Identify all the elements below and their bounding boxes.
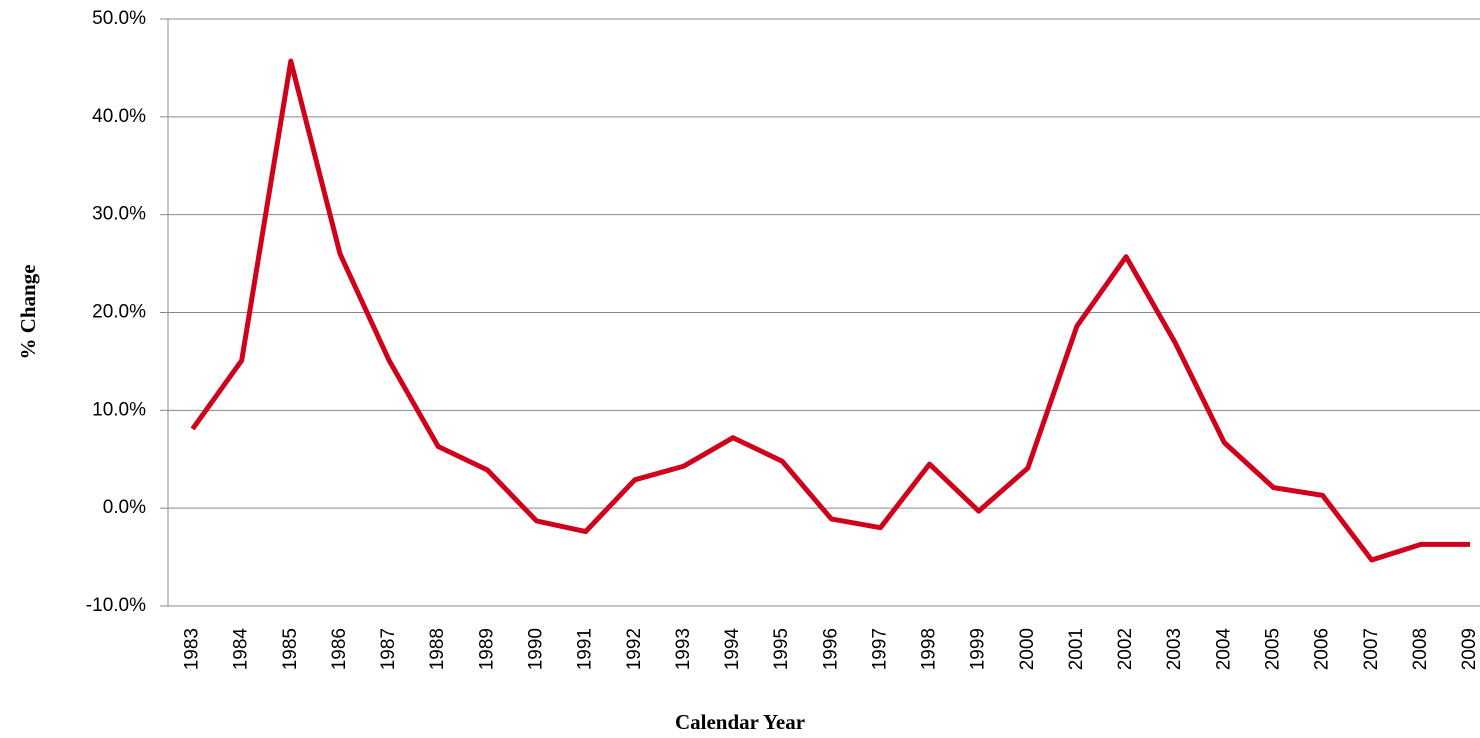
y-tick-label: 20.0% (92, 302, 146, 323)
y-tick-label: 0.0% (103, 497, 146, 518)
x-tick-label: 2000 (1017, 628, 1038, 670)
x-tick-label: 2001 (1066, 628, 1087, 670)
line-series (190, 58, 1470, 563)
x-tick-label: 1996 (820, 628, 841, 670)
x-tick-label: 1983 (182, 628, 203, 670)
x-tick-label: 1999 (968, 628, 989, 670)
x-tick-label: 1995 (771, 628, 792, 670)
x-tick-label: 1990 (526, 628, 547, 670)
y-tick-label: 40.0% (92, 106, 146, 127)
y-tick-label: 30.0% (92, 204, 146, 225)
x-tick-label: 1989 (476, 628, 497, 670)
x-tick-label: 2008 (1410, 628, 1431, 670)
x-tick-label: 1994 (722, 628, 743, 671)
y-tick-label: -10.0% (86, 595, 146, 616)
x-tick-label: 1987 (378, 628, 399, 670)
x-tick-label: 2007 (1361, 628, 1382, 670)
x-tick-label: 2004 (1213, 628, 1234, 671)
x-tick-label: 1998 (919, 628, 940, 670)
y-tick-label: 10.0% (92, 399, 146, 420)
x-tick-label: 2003 (1164, 628, 1185, 670)
x-tick-label: 1984 (231, 628, 252, 671)
x-tick-label: 1993 (673, 628, 694, 670)
x-tick-label: 1991 (575, 628, 596, 670)
x-tick-label: 1988 (427, 628, 448, 670)
y-axis-title: % Change (16, 264, 40, 359)
x-axis-title: Calendar Year (675, 710, 805, 734)
x-tick-label: 2005 (1262, 628, 1283, 670)
x-tick-label: 2006 (1312, 628, 1333, 670)
y-tick-label: 50.0% (92, 8, 146, 29)
x-tick-label: 1985 (280, 628, 301, 670)
x-tick-label: 2002 (1115, 628, 1136, 670)
x-tick-label: 1986 (329, 628, 350, 670)
x-tick-label: 2009 (1459, 628, 1480, 670)
x-tick-label: 1997 (869, 628, 890, 670)
x-tick-label: 1992 (624, 628, 645, 670)
